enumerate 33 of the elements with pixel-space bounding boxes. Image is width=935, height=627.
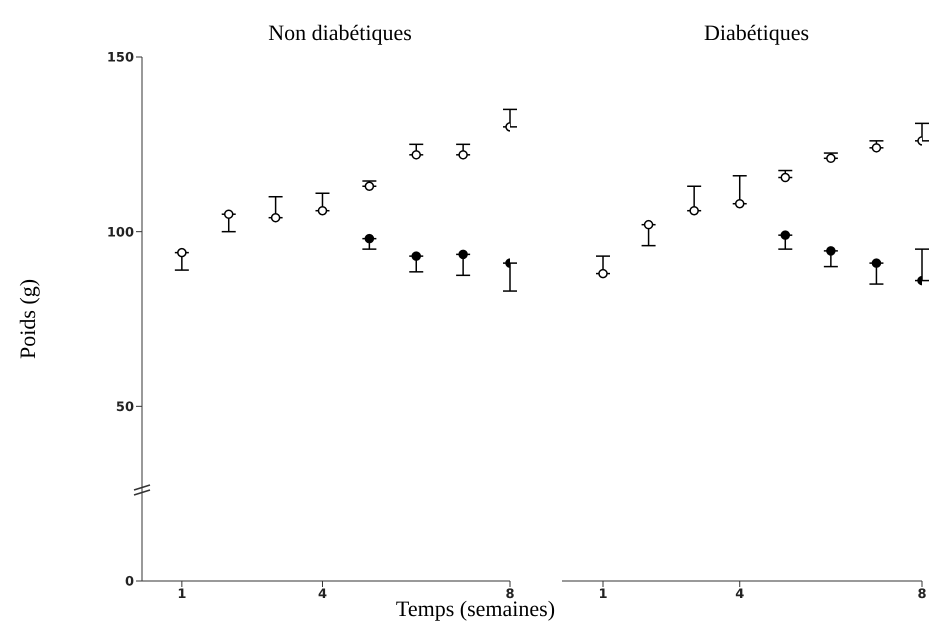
point: [224, 209, 234, 219]
x-tick-label: 4: [735, 587, 744, 602]
point: [689, 206, 699, 216]
point: [411, 251, 421, 261]
point: [458, 150, 468, 160]
x-tick-label: 1: [177, 587, 186, 602]
point: [598, 268, 608, 278]
point: [780, 230, 790, 240]
y-tick-label: 50: [116, 400, 134, 415]
point: [364, 234, 374, 244]
point: [872, 143, 882, 153]
point: [318, 206, 328, 216]
point: [826, 154, 836, 164]
y-tick-label: 0: [124, 574, 134, 590]
x-tick-label: 8: [917, 587, 927, 602]
y-axis-title: Poids (g): [15, 278, 41, 360]
point: [458, 250, 468, 260]
point: [780, 172, 790, 182]
y-tick-label: 150: [106, 50, 134, 66]
point: [270, 212, 280, 222]
chart-title: Non diabétiques: [267, 20, 413, 46]
point: [364, 182, 374, 192]
point: [734, 198, 744, 208]
point: [872, 258, 882, 268]
x-tick-label: 4: [318, 587, 328, 602]
point: [644, 220, 654, 230]
point: [826, 246, 836, 256]
chart-title: Diabétiques: [702, 20, 810, 46]
point: [411, 150, 421, 160]
x-tick-label: 8: [505, 587, 515, 602]
point: [177, 248, 187, 258]
y-tick-label: 100: [106, 225, 134, 240]
x-tick-label: 1: [598, 587, 608, 602]
